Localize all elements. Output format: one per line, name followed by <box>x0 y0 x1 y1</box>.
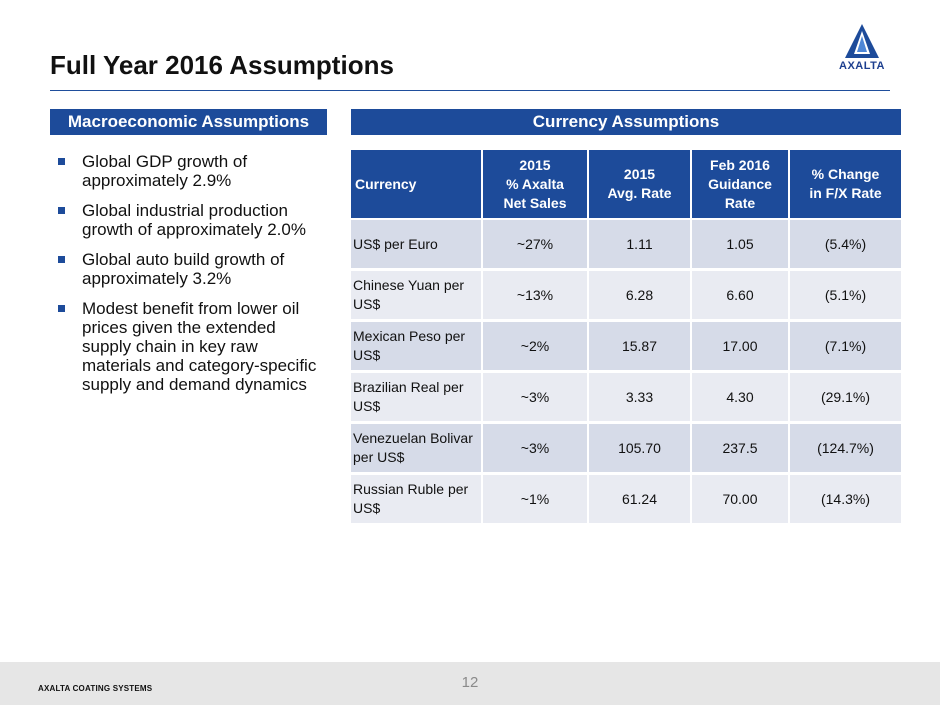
cell-pct-change: (29.1%) <box>789 371 901 424</box>
footer-company-name: AXALTA COATING SYSTEMS <box>38 684 153 693</box>
bullet-text: Global GDP growth of approximately 2.9% <box>82 152 248 190</box>
col-header-avg-rate: 2015 Avg. Rate <box>588 150 692 220</box>
axalta-logo-icon <box>845 24 879 58</box>
bullet-item: Global industrial production growth of a… <box>58 201 328 239</box>
cell-currency: US$ per Euro <box>351 219 483 271</box>
cell-avg-rate: 1.11 <box>588 219 692 271</box>
cell-net-sales: ~3% <box>482 371 589 424</box>
cell-currency: Venezuelan Bolivar per US$ <box>351 422 483 475</box>
title-divider <box>50 90 890 91</box>
cell-guidance-rate: 17.00 <box>691 320 790 373</box>
logo-wordmark: AXALTA <box>839 60 885 72</box>
col-header-net-sales: 2015 % Axalta Net Sales <box>482 150 589 220</box>
currency-section-header: Currency Assumptions <box>351 109 901 135</box>
bullet-text: Global auto build growth of approximatel… <box>82 250 285 288</box>
cell-avg-rate: 61.24 <box>588 473 692 526</box>
cell-guidance-rate: 70.00 <box>691 473 790 526</box>
cell-net-sales: ~3% <box>482 422 589 475</box>
table-row: Russian Ruble per US$ ~1% 61.24 70.00 (1… <box>351 473 901 526</box>
col-header-pct-change: % Change in F/X Rate <box>789 150 901 220</box>
cell-avg-rate: 6.28 <box>588 269 692 322</box>
cell-avg-rate: 15.87 <box>588 320 692 373</box>
cell-guidance-rate: 4.30 <box>691 371 790 424</box>
table-row: Venezuelan Bolivar per US$ ~3% 105.70 23… <box>351 422 901 475</box>
square-bullet-icon <box>58 256 65 263</box>
cell-net-sales: ~27% <box>482 219 589 271</box>
table-row: Mexican Peso per US$ ~2% 15.87 17.00 (7.… <box>351 320 901 373</box>
cell-guidance-rate: 237.5 <box>691 422 790 475</box>
cell-currency: Mexican Peso per US$ <box>351 320 483 373</box>
square-bullet-icon <box>58 305 65 312</box>
square-bullet-icon <box>58 158 65 165</box>
bullet-text: Global industrial production growth of a… <box>82 201 306 239</box>
cell-currency: Chinese Yuan per US$ <box>351 269 483 322</box>
currency-table: Currency 2015 % Axalta Net Sales 2015 Av… <box>351 150 901 526</box>
cell-pct-change: (5.1%) <box>789 269 901 322</box>
table-row: US$ per Euro ~27% 1.11 1.05 (5.4%) <box>351 219 901 271</box>
macro-bullet-list: Global GDP growth of approximately 2.9% … <box>58 152 328 405</box>
bullet-item: Global auto build growth of approximatel… <box>58 250 328 288</box>
col-header-currency: Currency <box>351 150 483 220</box>
footer-bar: AXALTA COATING SYSTEMS 12 <box>0 662 940 705</box>
cell-pct-change: (5.4%) <box>789 219 901 271</box>
cell-guidance-rate: 1.05 <box>691 219 790 271</box>
bullet-text: Modest benefit from lower oil prices giv… <box>82 299 317 394</box>
page-number: 12 <box>461 674 479 691</box>
cell-pct-change: (14.3%) <box>789 473 901 526</box>
axalta-logo: AXALTA <box>830 22 894 74</box>
cell-currency: Russian Ruble per US$ <box>351 473 483 526</box>
table-header-row: Currency 2015 % Axalta Net Sales 2015 Av… <box>351 150 901 220</box>
cell-avg-rate: 105.70 <box>588 422 692 475</box>
cell-currency: Brazilian Real per US$ <box>351 371 483 424</box>
cell-pct-change: (7.1%) <box>789 320 901 373</box>
bullet-item: Global GDP growth of approximately 2.9% <box>58 152 328 190</box>
cell-pct-change: (124.7%) <box>789 422 901 475</box>
table-row: Chinese Yuan per US$ ~13% 6.28 6.60 (5.1… <box>351 269 901 322</box>
cell-guidance-rate: 6.60 <box>691 269 790 322</box>
cell-net-sales: ~2% <box>482 320 589 373</box>
col-header-guidance-rate: Feb 2016 Guidance Rate <box>691 150 790 220</box>
cell-net-sales: ~13% <box>482 269 589 322</box>
square-bullet-icon <box>58 207 65 214</box>
macro-section-header: Macroeconomic Assumptions <box>50 109 327 135</box>
page-title: Full Year 2016 Assumptions <box>50 50 394 80</box>
bullet-item: Modest benefit from lower oil prices giv… <box>58 299 328 394</box>
cell-avg-rate: 3.33 <box>588 371 692 424</box>
cell-net-sales: ~1% <box>482 473 589 526</box>
table-row: Brazilian Real per US$ ~3% 3.33 4.30 (29… <box>351 371 901 424</box>
